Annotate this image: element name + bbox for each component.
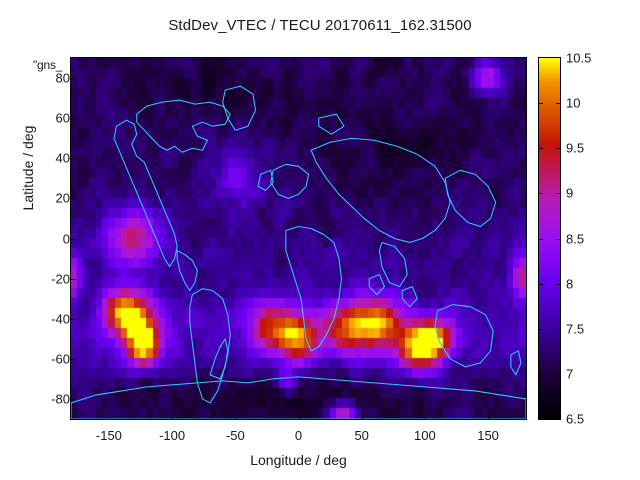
y-axis-title: Latitude / deg xyxy=(20,125,36,211)
x-tick-label: 50 xyxy=(354,428,369,443)
coastline-path xyxy=(402,287,417,307)
y-axis-tick-labels: 80 60 40 20 0 -20 -40 -60 -80 xyxy=(30,57,70,420)
colorbar-tick-labels: 10.5 10 9.5 9 8.5 8 7.5 7 6.5 xyxy=(566,51,626,427)
y-tick-mark xyxy=(70,398,76,400)
colorbar-tick-mark xyxy=(538,328,543,330)
coastline-path xyxy=(435,305,493,367)
colorbar-gradient xyxy=(539,58,560,419)
colorbar-tick-mark xyxy=(538,238,543,240)
colorbar-tick-label: 10.5 xyxy=(566,50,592,66)
coastline-path xyxy=(114,120,177,266)
colorbar-tick-mark xyxy=(556,103,561,105)
y-tick-label: 20 xyxy=(55,190,70,206)
colorbar-tick-label: 7 xyxy=(566,366,574,382)
coastline-path xyxy=(210,339,228,379)
colorbar-tick-label: 10 xyxy=(566,95,581,111)
y-tick-mark xyxy=(70,318,76,320)
x-tick-label: 150 xyxy=(477,428,499,443)
x-tick-label: -100 xyxy=(159,428,186,443)
colorbar-tick-mark xyxy=(538,103,543,105)
coastline-path xyxy=(311,138,450,242)
coastline-path xyxy=(511,351,521,375)
coastline-path xyxy=(177,251,197,291)
colorbar-tick-label: 7.5 xyxy=(566,321,585,337)
x-tick-mark xyxy=(172,414,174,420)
coastline-path xyxy=(319,114,344,134)
y-tick-label: -60 xyxy=(51,351,70,367)
x-tick-label: 100 xyxy=(414,428,436,443)
coastline-path xyxy=(137,100,231,152)
x-tick-label: -150 xyxy=(95,428,122,443)
coastline-path xyxy=(258,170,273,190)
colorbar-tick-mark xyxy=(538,283,543,285)
x-axis-title: Longitude / deg xyxy=(250,452,347,468)
coastline-path xyxy=(445,170,496,226)
colorbar-tick-label: 8.5 xyxy=(566,231,585,246)
y-tick-label: 40 xyxy=(55,150,70,166)
x-tick-label: 0 xyxy=(294,428,303,443)
chart-title: StdDev_VTEC / TECU 20170611_162.31500 xyxy=(168,17,472,34)
x-tick-label: -50 xyxy=(225,428,245,443)
colorbar-tick-label: 9.5 xyxy=(566,140,585,156)
y-tick-mark xyxy=(70,198,76,200)
coastline-overlay xyxy=(71,58,526,419)
x-tick-mark xyxy=(108,414,110,420)
colorbar-tick-mark xyxy=(538,148,543,150)
x-axis-tick-labels: -150 -100 -50 0 50 100 150 xyxy=(70,428,527,448)
colorbar-tick-mark xyxy=(538,373,543,375)
colorbar-tick-marks xyxy=(538,57,561,420)
coastline-path xyxy=(223,86,256,130)
y-tick-label: -40 xyxy=(51,311,70,327)
y-axis-tick-marks xyxy=(70,57,77,420)
coastline-path xyxy=(271,164,309,198)
coastline-path xyxy=(286,226,342,350)
plot-area[interactable] xyxy=(70,57,527,420)
y-tick-label: 0 xyxy=(62,231,70,246)
coastline-path xyxy=(369,275,384,295)
x-tick-mark xyxy=(298,414,300,420)
colorbar-tick-mark xyxy=(556,148,561,150)
colorbar-tick-label: 6.5 xyxy=(566,411,585,427)
colorbar-tick-mark xyxy=(538,193,543,195)
x-axis-tick-marks xyxy=(70,414,527,421)
y-tick-label: -80 xyxy=(51,391,70,407)
x-tick-mark xyxy=(488,414,490,420)
colorbar-tick-mark xyxy=(556,193,561,195)
y-tick-mark xyxy=(70,238,76,240)
y-tick-mark xyxy=(70,358,76,360)
y-tick-mark xyxy=(70,158,76,160)
y-tick-mark xyxy=(70,78,76,80)
colorbar-tick-label: 9 xyxy=(566,185,574,201)
y-tick-label: -20 xyxy=(51,271,70,287)
y-tick-mark xyxy=(70,118,76,120)
y-tick-label: 80 xyxy=(55,70,70,86)
colorbar-tick-mark xyxy=(556,283,561,285)
coastline-path xyxy=(71,377,526,419)
colorbar-tick-mark xyxy=(556,238,561,240)
x-tick-mark xyxy=(361,414,363,420)
coastline-path xyxy=(190,289,230,403)
coastline-path xyxy=(379,243,407,287)
y-tick-label: 60 xyxy=(55,110,70,126)
colorbar-tick-label: 8 xyxy=(566,276,574,292)
x-tick-mark xyxy=(424,414,426,420)
colorbar-tick-mark xyxy=(556,373,561,375)
y-axis-title-wrapper: Latitude / deg xyxy=(0,0,36,480)
x-tick-mark xyxy=(235,414,237,420)
colorbar-tick-mark xyxy=(556,328,561,330)
y-tick-mark xyxy=(70,278,76,280)
